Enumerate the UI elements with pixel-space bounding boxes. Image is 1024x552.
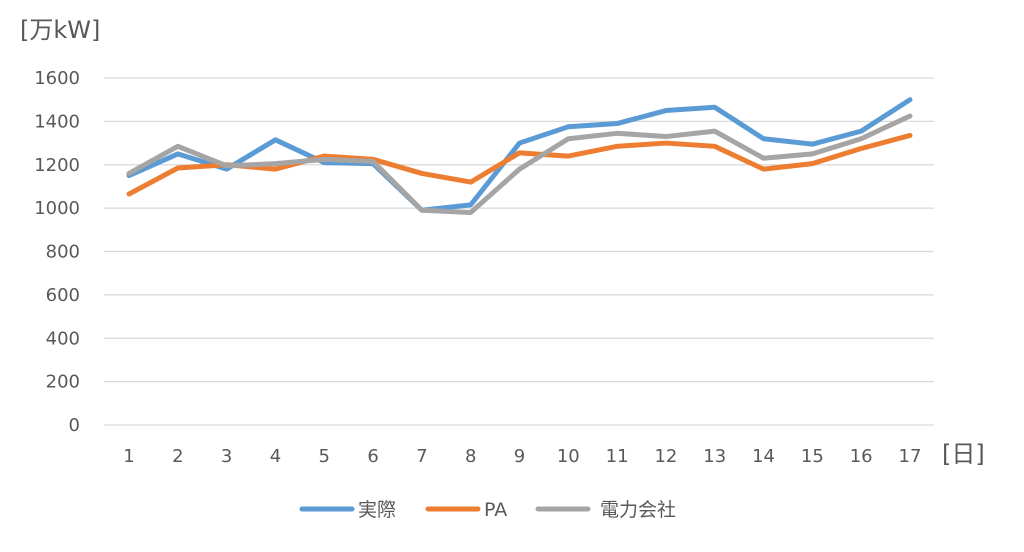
legend-label-2: 電力会社 bbox=[600, 499, 676, 521]
series-line-0 bbox=[126, 97, 913, 213]
gridlines bbox=[104, 77, 934, 426]
legend-label-0: 実際 bbox=[358, 499, 396, 521]
x-tick-label: 10 bbox=[557, 446, 580, 467]
x-tick-label: 6 bbox=[367, 446, 378, 467]
x-tick-label: 3 bbox=[221, 446, 232, 467]
y-tick-label: 0 bbox=[69, 415, 80, 436]
y-tick-label: 200 bbox=[46, 372, 80, 393]
x-tick-label: 8 bbox=[465, 446, 476, 467]
y-tick-label: 1200 bbox=[34, 155, 80, 176]
x-tick-label: 14 bbox=[752, 446, 775, 467]
x-tick-label: 5 bbox=[319, 446, 330, 467]
series-line-1 bbox=[126, 132, 913, 197]
y-tick-label: 600 bbox=[46, 285, 80, 306]
x-tick-label: 15 bbox=[801, 446, 824, 467]
x-tick-label: 13 bbox=[703, 446, 726, 467]
y-tick-label: 1400 bbox=[34, 111, 80, 132]
x-axis-ticks: 1 2 3 4 5 6 7 8 9 10 11 12 13 14 15 16 17 bbox=[123, 446, 921, 467]
x-tick-label: 11 bbox=[606, 446, 629, 467]
x-tick-label: 4 bbox=[270, 446, 281, 467]
legend: 実際 PA 電力会社 bbox=[299, 499, 676, 521]
x-tick-label: 1 bbox=[123, 446, 134, 467]
y-axis-ticks: 0 200 400 600 800 1000 1200 1400 1600 bbox=[34, 68, 80, 436]
series-lines bbox=[126, 97, 913, 215]
legend-label-1: PA bbox=[484, 499, 507, 521]
x-tick-label: 7 bbox=[416, 446, 427, 467]
x-tick-label: 17 bbox=[899, 446, 922, 467]
y-axis-unit-label: [万kW] bbox=[20, 16, 100, 44]
x-axis-unit-label: [日] bbox=[942, 440, 985, 468]
x-tick-label: 16 bbox=[850, 446, 873, 467]
x-tick-label: 12 bbox=[654, 446, 677, 467]
y-tick-label: 1600 bbox=[34, 68, 80, 89]
y-tick-label: 400 bbox=[46, 328, 80, 349]
x-tick-label: 9 bbox=[514, 446, 525, 467]
series-line-2 bbox=[126, 113, 913, 215]
x-tick-label: 2 bbox=[172, 446, 183, 467]
y-tick-label: 800 bbox=[46, 242, 80, 263]
y-tick-label: 1000 bbox=[34, 198, 80, 219]
